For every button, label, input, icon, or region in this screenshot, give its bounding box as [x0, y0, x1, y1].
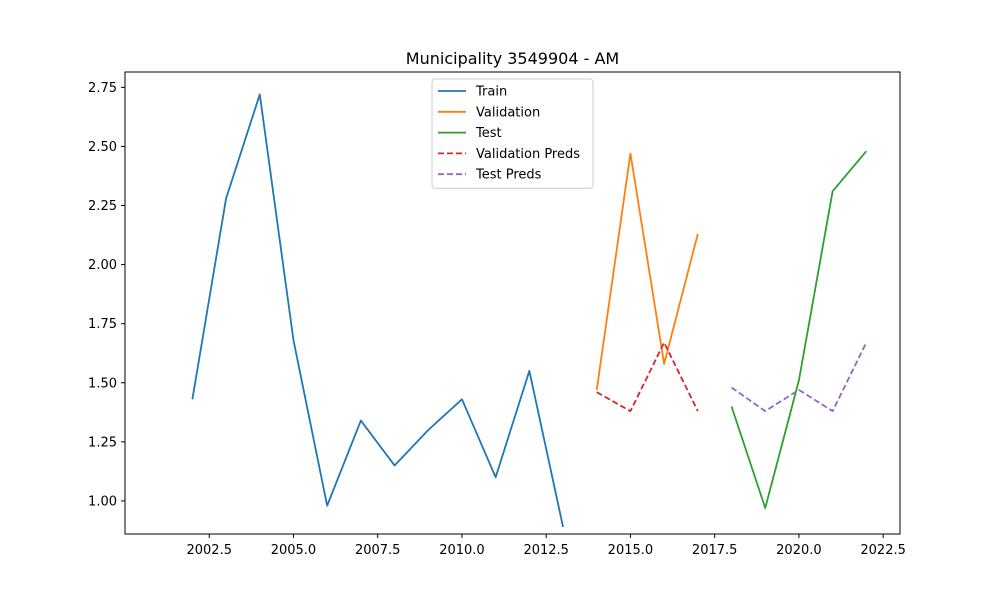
- x-tick-label: 2002.5: [186, 543, 232, 558]
- series-line-validation-preds: [596, 341, 699, 413]
- series-line-validation: [595, 152, 699, 390]
- y-tick-label: 1.25: [88, 435, 117, 450]
- legend-label: Validation: [476, 105, 540, 120]
- x-tick-label: 2010.0: [439, 543, 485, 558]
- plot-frame: [124, 71, 901, 535]
- series-line-test-preds: [731, 342, 868, 413]
- y-tick-label: 2.25: [88, 199, 117, 214]
- x-tick-label: 2022.5: [860, 543, 906, 558]
- y-axis: 1.00 1.25 1.50 1.75 2.00 2.25 2.50 2.75: [88, 81, 125, 509]
- x-tick-label: 2005.0: [271, 543, 317, 558]
- x-axis: 2002.5 2005.0 2007.5 2010.0 2012.5 2015.0 2017…: [186, 534, 906, 558]
- x-tick-label: 2020.0: [776, 543, 822, 558]
- y-tick-label: 2.50: [88, 140, 117, 155]
- y-tick-label: 2.75: [88, 81, 117, 96]
- series-layer: [191, 93, 868, 528]
- legend-label: Validation Preds: [476, 147, 580, 162]
- chart-title: Municipality 3549904 - AM: [406, 49, 619, 68]
- legend-label: Test: [475, 126, 502, 141]
- y-tick-label: 1.75: [88, 317, 117, 332]
- x-tick-label: 2007.5: [355, 543, 401, 558]
- series-line-test: [730, 150, 867, 509]
- legend-box: [431, 78, 594, 189]
- x-tick-label: 2012.5: [523, 543, 569, 558]
- legend-label: Train: [475, 85, 507, 100]
- x-tick-label: 2017.5: [692, 543, 738, 558]
- y-tick-label: 2.00: [88, 258, 117, 273]
- legend: Train Validation Test Validation Preds Test …: [431, 78, 594, 189]
- y-tick-label: 1.50: [88, 376, 117, 391]
- y-tick-label: 1.00: [88, 494, 117, 509]
- series-line-train: [191, 93, 564, 528]
- legend-label: Test Preds: [475, 168, 542, 183]
- x-tick-label: 2015.0: [608, 543, 654, 558]
